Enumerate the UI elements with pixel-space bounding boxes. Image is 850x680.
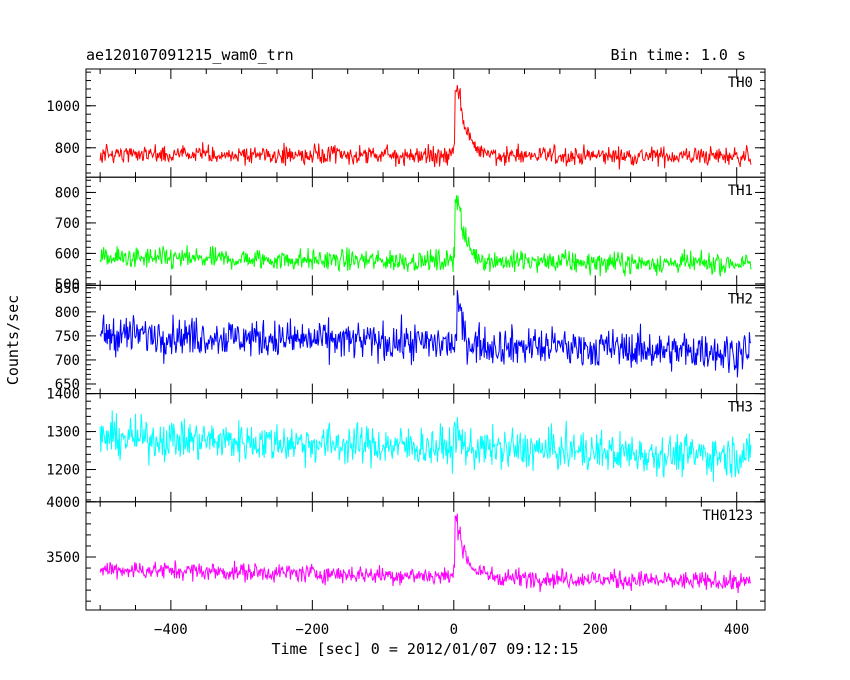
panel-name-label: TH0123	[702, 508, 753, 524]
y-tick-label: 800	[55, 185, 80, 201]
y-tick-label: 750	[55, 329, 80, 345]
y-tick-label: 700	[55, 216, 80, 232]
panel-th2: 650 700 750 800 850 TH2	[55, 281, 766, 395]
bin-time-label: Bin time: 1.0 s	[611, 46, 746, 64]
y-tick-label: 800	[55, 141, 80, 157]
panel-th0123: 3500 4000 TH0123	[46, 495, 766, 611]
series-th3	[99, 410, 752, 482]
x-tick-label: −400	[154, 622, 188, 638]
panel-name-label: TH2	[728, 291, 753, 307]
panel-name-label: TH0	[728, 75, 753, 91]
y-tick-label: 1300	[46, 425, 80, 441]
y-tick-label: 3500	[46, 550, 80, 566]
chart-title: ae120107091215_wam0_trn	[86, 46, 294, 64]
panel-th0: 800 1000 TH0	[46, 68, 766, 178]
series-th2	[99, 290, 752, 378]
panels-group: 800 1000 TH0 500 600 700 800 TH1 650 700 750 800 850…	[46, 68, 766, 611]
y-tick-label: 650	[55, 377, 80, 393]
series-th0	[99, 85, 752, 170]
panel-name-label: TH3	[728, 400, 753, 416]
panel-frame	[85, 501, 766, 611]
y-tick-label: 700	[55, 353, 80, 369]
x-axis-title: Time [sec] 0 = 2012/01/07 09:12:15	[271, 640, 578, 658]
series-th1	[99, 195, 752, 277]
x-tick-label: −200	[295, 622, 329, 638]
x-tick-label: 200	[583, 622, 608, 638]
y-tick-label: 850	[55, 281, 80, 297]
y-tick-label: 1400	[46, 387, 80, 403]
panel-th1: 500 600 700 800 TH1	[55, 176, 766, 293]
x-axis: −400 −200 0 200 400	[154, 622, 749, 638]
panel-th3: 1200 1300 1400 TH3	[46, 387, 766, 503]
y-tick-label: 500	[55, 277, 80, 293]
panel-frame	[85, 68, 766, 178]
x-tick-label: 0	[450, 622, 458, 638]
y-axis-title: Counts/sec	[4, 295, 22, 385]
panel-name-label: TH1	[728, 183, 753, 199]
x-tick-label: 400	[724, 622, 749, 638]
y-tick-label: 1000	[46, 99, 80, 115]
y-tick-label: 800	[55, 305, 80, 321]
y-tick-label: 600	[55, 246, 80, 262]
y-tick-label: 1200	[46, 463, 80, 479]
y-tick-label: 4000	[46, 495, 80, 511]
panel-frame	[85, 176, 766, 286]
series-th0123	[99, 513, 752, 594]
